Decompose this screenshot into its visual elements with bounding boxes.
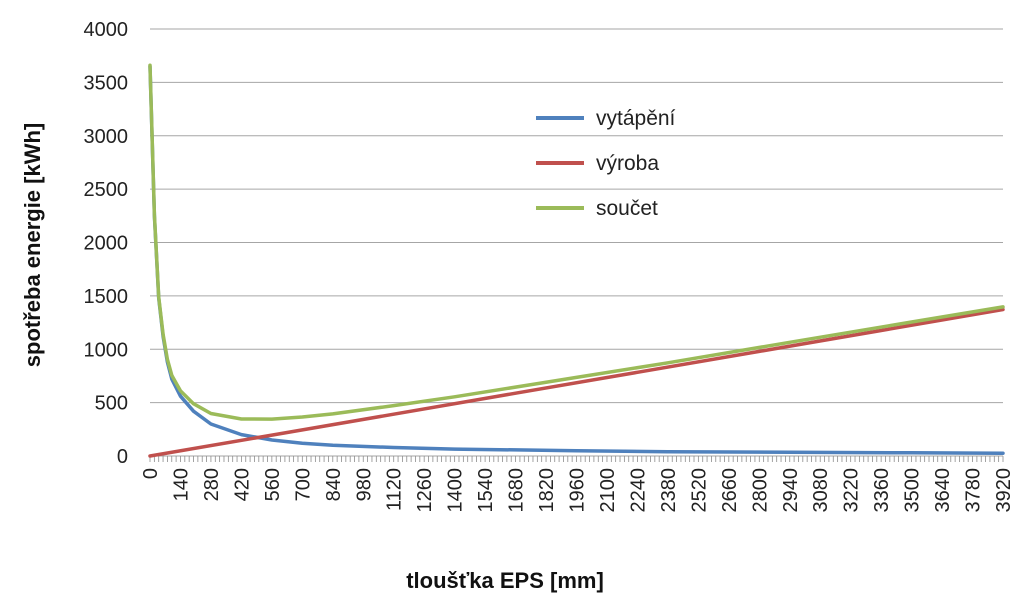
series-line-0 xyxy=(148,64,1005,456)
x-tick-label: 3920 xyxy=(993,468,1015,513)
x-tick-labels: 0 140 280 420 560 700 840 980 1120 1260 1400 1540 16… xyxy=(140,468,1015,513)
x-tick-label: 1820 xyxy=(536,468,558,513)
y-tick-label: 0 xyxy=(117,446,128,468)
x-tick-label: 3080 xyxy=(810,468,832,513)
x-tick-label: 140 xyxy=(170,468,192,501)
x-tick-label: 420 xyxy=(231,468,253,501)
x-tick-label: 2100 xyxy=(597,468,619,513)
x-tick-label: 2940 xyxy=(780,468,802,513)
y-tick-label: 3500 xyxy=(84,72,129,94)
x-tick-label: 2660 xyxy=(719,468,741,513)
y-tick-label: 3000 xyxy=(84,126,129,148)
y-tick-label: 1000 xyxy=(84,339,129,361)
y-tick-label: 1500 xyxy=(84,286,129,308)
x-tick-label: 3220 xyxy=(841,468,863,513)
x-tick-label: 1540 xyxy=(475,468,497,512)
x-minor-ticks xyxy=(149,456,1004,462)
x-tick-label: 3640 xyxy=(932,468,954,513)
x-tick-label: 840 xyxy=(323,468,345,501)
x-tick-label: 3500 xyxy=(902,468,924,513)
x-tick-label: 700 xyxy=(292,468,314,501)
x-tick-label: 2240 xyxy=(627,468,649,513)
series-line-1 xyxy=(148,307,1005,458)
x-tick-label: 3360 xyxy=(871,468,893,513)
legend-label: vytápění xyxy=(596,107,676,130)
x-tick-label: 560 xyxy=(262,468,284,501)
y-axis-title: spotřeba energie [kWh] xyxy=(20,123,45,367)
x-tick-label: 2380 xyxy=(658,468,680,513)
x-tick-label: 2800 xyxy=(749,468,771,513)
x-tick-label: 1680 xyxy=(506,468,528,513)
legend-label: výroba xyxy=(596,152,659,175)
legend: vytápění výroba součet xyxy=(536,107,676,220)
legend-label: součet xyxy=(596,197,658,220)
x-tick-label: 280 xyxy=(201,468,223,501)
x-tick-label: 0 xyxy=(140,468,162,479)
x-tick-label: 1260 xyxy=(414,468,436,513)
x-tick-label: 1120 xyxy=(384,468,406,511)
x-tick-label: 980 xyxy=(353,468,375,501)
y-tick-label: 4000 xyxy=(84,19,129,41)
y-tick-labels: 0 500 1000 1500 2000 2500 3000 3500 4000 xyxy=(84,19,129,468)
series-lines xyxy=(148,63,1005,458)
y-tick-label: 500 xyxy=(95,393,128,415)
x-tick-label: 1400 xyxy=(445,468,467,513)
x-tick-label: 3780 xyxy=(963,468,985,513)
x-tick-label: 1960 xyxy=(567,468,589,513)
x-tick-label: 2520 xyxy=(688,468,710,513)
y-tick-label: 2500 xyxy=(84,179,129,201)
x-axis-title: tloušťka EPS [mm] xyxy=(406,568,604,593)
gridlines xyxy=(150,28,1003,457)
series-line-2 xyxy=(148,63,1005,421)
y-tick-label: 2000 xyxy=(84,233,129,255)
